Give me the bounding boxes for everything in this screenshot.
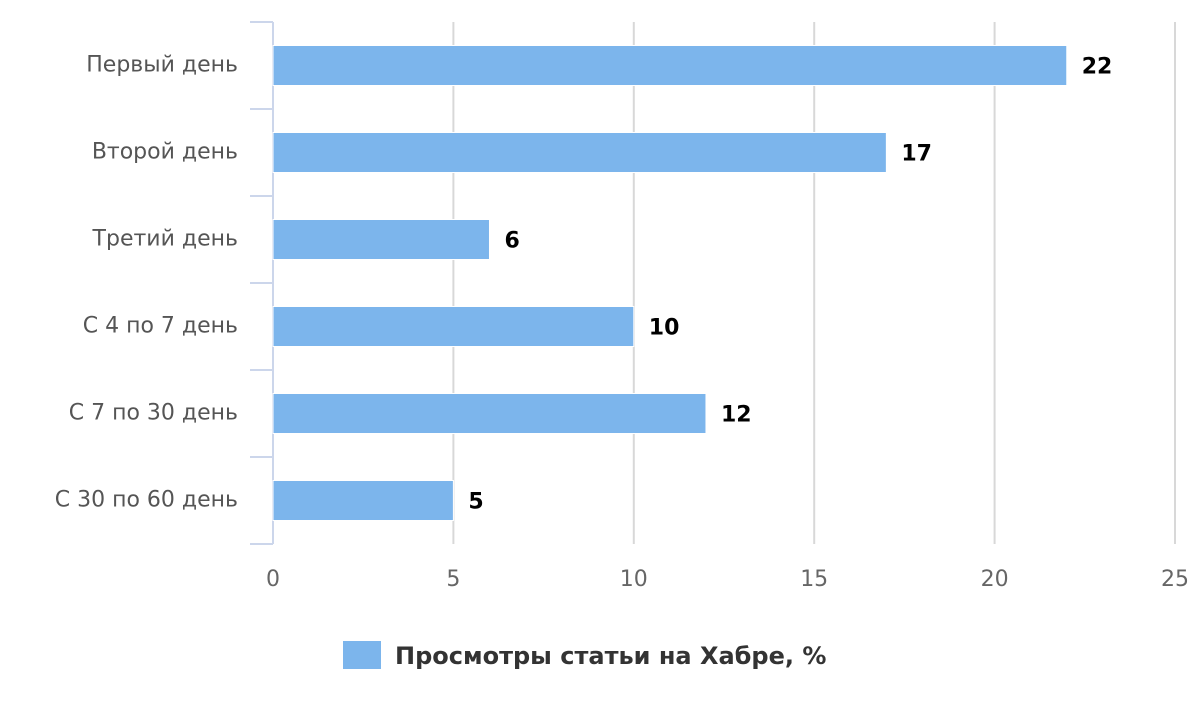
y-tick-label: С 4 по 7 день [83,314,238,339]
legend-swatch[interactable] [343,641,381,669]
y-tick-label: С 7 по 30 день [69,401,238,426]
legend-label: Просмотры статьи на Хабре, % [395,642,826,670]
y-tick-label: Третий день [92,227,238,252]
y-tick-label: С 30 по 60 день [55,488,238,513]
x-tick-label: 25 [1161,567,1189,592]
y-tick-label: Первый день [86,53,238,78]
x-tick-label: 5 [446,567,460,592]
y-tick-label: Второй день [92,140,238,165]
bar [272,45,1068,86]
bar [272,219,490,260]
bar [272,393,707,434]
data-label: 12 [721,403,752,428]
x-tick-label: 20 [981,567,1009,592]
bar [272,480,454,521]
bar [272,306,635,347]
data-label: 10 [649,316,680,341]
data-label: 5 [468,490,483,515]
data-label: 17 [901,142,932,167]
bar [272,132,887,173]
x-tick-label: 0 [266,567,280,592]
x-tick-label: 15 [800,567,828,592]
data-label: 6 [504,229,519,254]
x-tick-label: 10 [620,567,648,592]
data-label: 22 [1082,55,1113,80]
